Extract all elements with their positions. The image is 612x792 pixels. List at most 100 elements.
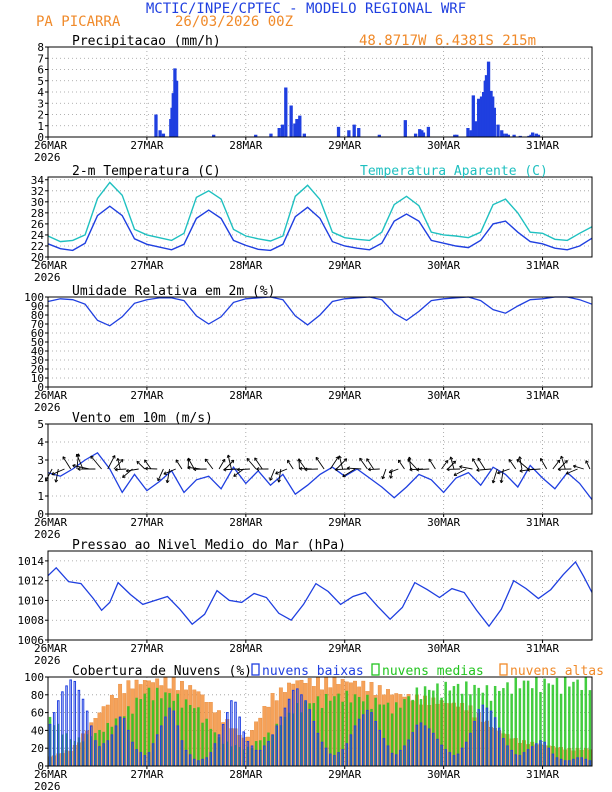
wind-arrow	[566, 468, 578, 475]
wind-arrow	[72, 464, 90, 470]
wind-arrow	[233, 468, 245, 477]
precip-bar	[504, 133, 508, 137]
y-tick-label: 5	[37, 418, 44, 431]
main-title: MCTIC/INPE/CPTEC - MODELO REGIONAL WRF	[146, 1, 466, 17]
y-tick-label: 2	[37, 472, 44, 485]
y-tick-label: 5	[37, 75, 44, 88]
y-tick-label: 20	[31, 251, 44, 264]
wind-arrow-head	[163, 471, 167, 475]
panel-title: 2-m Temperatura (C)	[72, 164, 221, 179]
cloud-bar-mid	[213, 732, 217, 766]
wind-arrow-head	[157, 477, 161, 482]
precip-bar	[501, 133, 505, 137]
cloud-bar-mid	[399, 707, 402, 766]
cloud-bar-mid	[304, 701, 307, 766]
x-tick-label: 29MAR	[328, 642, 361, 655]
wind-arrow	[218, 459, 226, 470]
panel-border	[47, 550, 593, 641]
wind-arrow-head	[75, 453, 80, 458]
y-tick-label: 26	[31, 218, 44, 231]
panel-border	[47, 176, 593, 258]
wind-arrow	[298, 459, 306, 470]
y-tick-label: 30	[31, 354, 44, 367]
precip-bar	[161, 133, 166, 137]
cloud-bar-mid	[172, 700, 175, 766]
wind-arrow-head	[90, 455, 94, 460]
wind-arrow-head	[508, 458, 512, 463]
cloud-bar-mid	[69, 739, 72, 766]
wind-arrow-head	[557, 467, 561, 472]
wind-arrow	[398, 459, 405, 470]
cloud-bar-mid	[267, 732, 270, 766]
cloud-bar-mid	[164, 692, 167, 766]
cloud-bar-mid	[333, 696, 336, 766]
x-tick-label: 31MAR	[526, 516, 559, 529]
wind-arrow-head	[491, 479, 496, 484]
wind-arrow-head	[204, 458, 209, 463]
legend-swatch	[499, 663, 508, 676]
wind-arrow	[76, 453, 84, 470]
y-tick-label: 20	[31, 363, 44, 376]
series-line-temp	[47, 205, 593, 252]
wind-arrow-head	[116, 457, 121, 462]
precip-bar	[473, 121, 478, 137]
legend-label: nuvens medias	[382, 664, 484, 679]
precip-bar	[352, 124, 356, 137]
wind-arrow-head	[497, 470, 501, 475]
cloud-bar-mid	[563, 677, 567, 766]
cloud-bar-mid	[102, 731, 105, 766]
wind-arrow-head	[367, 467, 372, 472]
wind-arrow-head	[246, 457, 250, 462]
wind-arrow	[254, 457, 263, 470]
cloud-bar-mid	[180, 707, 184, 766]
precip-bar	[293, 123, 297, 137]
cloud-bar-mid	[448, 690, 452, 766]
panel-title: Cobertura de Nuvens (%)	[72, 664, 252, 679]
y-tick-label: 1	[37, 120, 44, 133]
precip-bar	[489, 90, 493, 137]
wind-arrow-head	[428, 458, 433, 463]
y-tick-label: 4	[37, 436, 44, 449]
cloud-bar-mid	[238, 747, 241, 766]
wind-arrow-head	[539, 458, 544, 462]
wind-arrow-head	[560, 455, 564, 460]
wind-arrow	[126, 468, 139, 472]
x-tick-label: 29MAR	[328, 259, 361, 272]
precip-bar	[269, 133, 273, 137]
cloud-bar-mid	[246, 746, 250, 766]
legend-label: nuvens baixas	[262, 664, 364, 679]
wind-arrow	[408, 456, 412, 470]
wind-arrow-head	[62, 456, 66, 460]
precip-bar	[347, 130, 351, 137]
cloud-bar-mid	[362, 701, 365, 766]
wind-arrow-head	[334, 467, 338, 472]
wind-arrow	[342, 468, 356, 478]
wind-arrow	[51, 468, 65, 475]
wind-arrow	[508, 459, 517, 470]
y-tick-label: 10	[31, 372, 44, 385]
wind-arrow	[117, 458, 121, 470]
cloud-bar-mid	[287, 712, 291, 766]
y-tick-label: 70	[31, 318, 44, 331]
cloud-bar-mid	[588, 690, 592, 766]
cloud-bar-mid	[432, 690, 435, 766]
wind-arrow	[453, 468, 467, 476]
precip-bar	[154, 114, 158, 137]
cloud-bar-mid	[147, 687, 151, 766]
precip-bar	[298, 115, 302, 137]
wind-arrow-head	[256, 467, 260, 471]
series-line-pressure	[47, 560, 593, 628]
x-year-label: 2026	[34, 780, 61, 792]
cloud-bar-mid	[73, 740, 77, 766]
wind-arrow-head	[346, 466, 351, 471]
cloud-bar-mid	[407, 696, 410, 766]
x-tick-label: 31MAR	[526, 642, 559, 655]
wind-arrow	[107, 455, 116, 470]
cloud-bar-mid	[506, 682, 509, 766]
cloud-bar-mid	[143, 693, 147, 766]
x-tick-label: 29MAR	[328, 768, 361, 781]
wind-arrow	[366, 458, 374, 470]
x-tick-label: 26MAR	[34, 516, 67, 529]
x-tick-label: 26MAR	[34, 389, 67, 402]
